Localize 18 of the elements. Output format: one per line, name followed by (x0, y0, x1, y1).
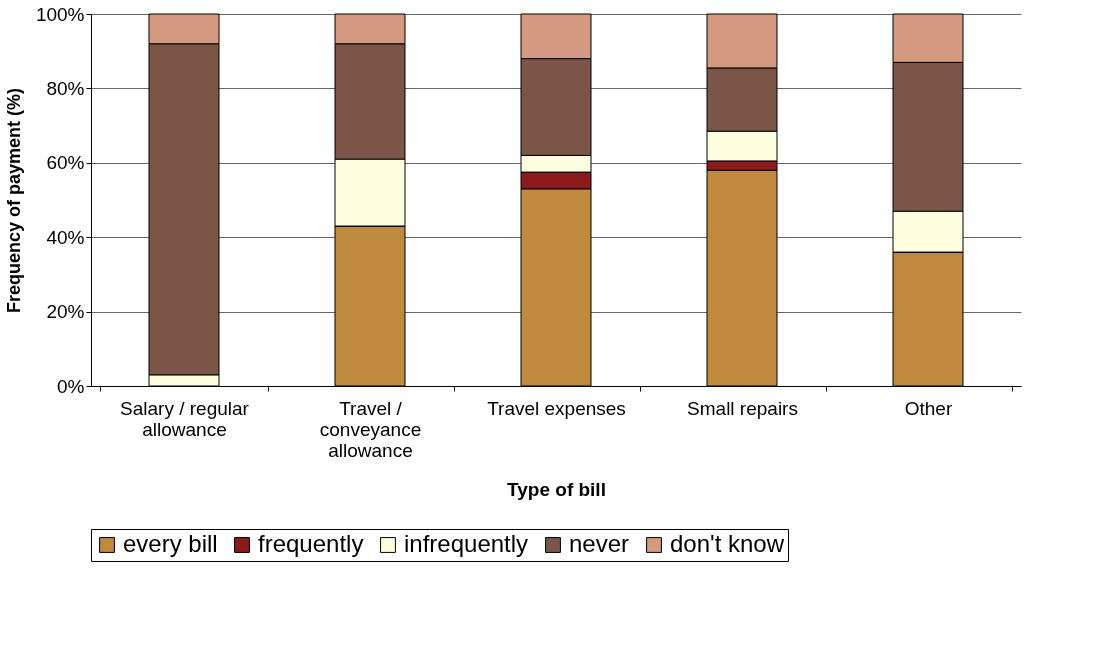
y-tick-label: 20% (46, 301, 85, 323)
x-tick-label: Small repairs (687, 397, 798, 419)
legend-label: never (569, 530, 630, 557)
y-tick-label: 80% (46, 77, 85, 99)
y-tick-label: 100% (35, 3, 85, 25)
legend-label: every bill (123, 530, 218, 557)
x-tick-label: Salary / regular allowance (120, 397, 250, 440)
legend-label: frequently (258, 530, 364, 557)
x-axis-title: Type of bill (507, 478, 606, 500)
y-tick-label: 0% (57, 375, 85, 397)
x-tick-label: Travel / conveyance allowance (319, 397, 422, 461)
legend-label: don't know (670, 530, 785, 557)
legend-label: infrequently (404, 530, 529, 557)
x-tick-label: Other (904, 397, 953, 419)
y-tick-label: 60% (46, 152, 85, 174)
y-tick-label: 40% (46, 226, 85, 248)
y-axis-title: Frequency of payment (%) (3, 87, 24, 314)
x-tick-label: Travel expenses (487, 397, 626, 419)
